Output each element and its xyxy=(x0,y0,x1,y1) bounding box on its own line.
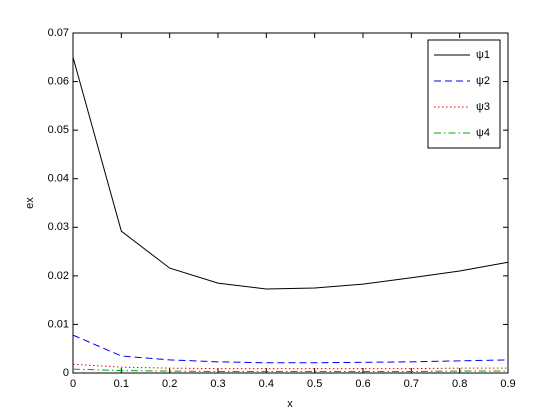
series-line xyxy=(72,368,508,373)
y-tick-label: 0 xyxy=(63,367,69,379)
y-tick-label: 0.05 xyxy=(48,124,69,136)
y-tick-label: 0.07 xyxy=(48,27,69,39)
y-tick-label: 0.02 xyxy=(48,270,69,282)
x-axis-label: x xyxy=(287,398,293,410)
legend-box xyxy=(427,39,501,149)
legend-label: ψ3 xyxy=(476,101,490,113)
x-tick-label: 0.6 xyxy=(355,378,370,390)
x-tick-label: 0 xyxy=(70,378,76,390)
y-tick-label: 0.01 xyxy=(48,318,69,330)
x-tick-label: 0.2 xyxy=(162,378,177,390)
y-tick-label: 0.03 xyxy=(48,221,69,233)
y-axis-label: ex xyxy=(24,197,36,209)
x-tick-label: 0.4 xyxy=(259,378,274,390)
series-line xyxy=(72,57,509,290)
y-tick-label: 0.04 xyxy=(48,173,69,185)
x-tick-label: 0.1 xyxy=(114,378,129,390)
legend-label: ψ2 xyxy=(476,75,490,87)
x-tick-label: 0.8 xyxy=(452,378,467,390)
series-line xyxy=(72,363,508,370)
series-line xyxy=(72,334,509,364)
legend-label: ψ1 xyxy=(476,49,490,61)
legend-label: ψ4 xyxy=(476,127,490,139)
y-tick-label: 0.06 xyxy=(48,75,69,87)
x-tick-label: 0.3 xyxy=(210,378,225,390)
x-tick-label: 0.7 xyxy=(404,378,419,390)
x-tick-label: 0.9 xyxy=(500,378,515,390)
x-tick-label: 0.5 xyxy=(307,378,322,390)
